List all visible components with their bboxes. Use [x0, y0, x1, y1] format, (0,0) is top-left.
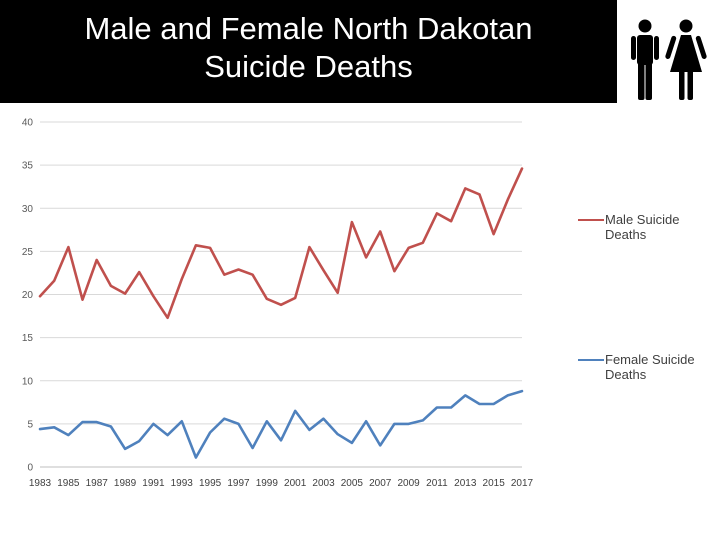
series-line-female — [38, 389, 524, 459]
slide-title-bar: Male and Female North Dakotan Suicide De… — [0, 0, 617, 103]
x-tick-label: 2011 — [426, 478, 448, 489]
male-female-icon — [631, 19, 707, 100]
y-tick-label: 40 — [22, 118, 34, 129]
y-tick-label: 20 — [22, 290, 34, 301]
y-tick-label: 5 — [27, 419, 33, 430]
legend-swatch — [578, 359, 604, 361]
y-tick-label: 15 — [22, 333, 34, 344]
x-tick-label: 2003 — [312, 478, 335, 489]
x-tick-label: 1993 — [171, 478, 194, 489]
legend-label: Male Suicide Deaths — [605, 212, 715, 242]
x-tick-label: 1997 — [227, 478, 250, 489]
x-tick-label: 1983 — [29, 478, 52, 489]
y-tick-label: 30 — [22, 204, 34, 215]
y-tick-label: 0 — [27, 463, 33, 474]
y-tick-label: 35 — [22, 161, 34, 172]
gender-icons — [628, 18, 708, 102]
x-tick-label: 2005 — [341, 478, 364, 489]
series-line-male — [38, 167, 524, 320]
legend-label-line: Female Suicide — [605, 352, 695, 367]
x-tick-label: 2007 — [369, 478, 392, 489]
x-tick-label: 2013 — [454, 478, 477, 489]
x-tick-label: 1989 — [114, 478, 137, 489]
female-figure-icon — [665, 19, 707, 100]
x-tick-label: 1995 — [199, 478, 222, 489]
slide-title-line-2: Suicide Deaths — [204, 49, 413, 84]
male-figure-icon — [631, 19, 659, 100]
x-tick-label: 2009 — [397, 478, 420, 489]
x-tick-label: 2015 — [483, 478, 506, 489]
slide-title-line-1: Male and Female North Dakotan — [84, 11, 533, 46]
legend-label-line: Male Suicide — [605, 212, 680, 227]
legend-swatch — [578, 219, 604, 221]
x-tick-label: 1985 — [57, 478, 80, 489]
y-tick-label: 10 — [22, 376, 34, 387]
x-tick-label: 1991 — [142, 478, 165, 489]
y-tick-label: 25 — [22, 247, 34, 258]
line-chart: 0 5 10 15 20 25 30 35 40 1983 1985 1987 1989 1991 1993… — [22, 118, 534, 490]
x-tick-label: 2017 — [511, 478, 534, 489]
x-tick-label: 1999 — [256, 478, 279, 489]
legend-label-line: Deaths — [605, 367, 647, 382]
x-tick-label: 2001 — [284, 478, 307, 489]
legend-label: Female Suicide Deaths — [605, 352, 715, 382]
x-tick-label: 1987 — [86, 478, 109, 489]
legend-label-line: Deaths — [605, 227, 647, 242]
